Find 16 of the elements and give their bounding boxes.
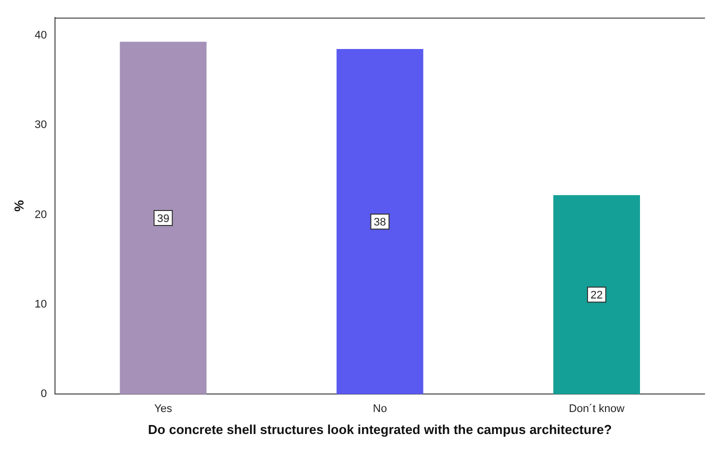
x-tick-label: No: [372, 402, 387, 415]
x-axis-title: Do concrete shell structures look integrated with the campus architecture?: [148, 422, 612, 437]
x-tick-label: Yes: [154, 402, 173, 415]
data-label: 39: [157, 213, 170, 226]
data-label: 22: [590, 290, 603, 302]
bar: [336, 48, 424, 394]
y-tick-label: 30: [34, 119, 47, 132]
y-tick-label: 10: [34, 298, 47, 311]
bar: [120, 42, 207, 394]
data-label: 38: [374, 216, 386, 229]
bar: [553, 195, 640, 394]
x-tick-label: Don´t know: [568, 402, 625, 415]
y-tick-label: 20: [34, 208, 47, 221]
y-tick-label: 0: [40, 388, 47, 400]
y-tick-label: 40: [34, 30, 47, 42]
y-axis-title: %: [11, 200, 26, 212]
